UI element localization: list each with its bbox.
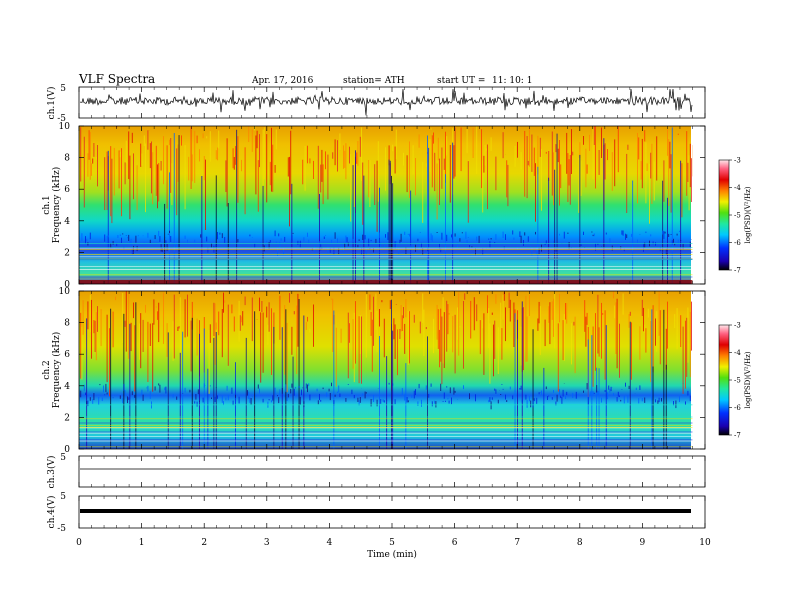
time-tick-label: 10 [699,538,711,548]
ch1-waveform-panel: 5 -5 ch.1(V) [46,84,706,124]
colorbar-tick-label: -7 [734,267,741,275]
time-tick-label: 2 [201,538,207,548]
ch1-frequency-ylabel: Frequency (kHz) [51,167,62,244]
ch3-waveform-panel: 5 ch.3(V) [46,453,706,489]
station-label: station= ATH [343,76,405,86]
colorbar-tick-label: -5 [734,212,741,220]
time-tick-label: 3 [264,538,270,548]
colorbar-tick-label: -4 [734,184,741,192]
time-tick-label: 6 [452,538,458,548]
freq-tick-label: 2 [64,413,70,423]
ch1-trace [79,88,693,116]
ch2-spectrogram-streaks [79,291,705,449]
ch4-waveform-ylabel: ch.4(V) [46,496,57,529]
ch2-frequency-ylabel: Frequency (kHz) [51,332,62,409]
time-tick-label: 5 [389,538,395,548]
ch4-waveform-panel: 5 -5 ch.4(V) [46,492,706,534]
ch1-freq-ticks: 0 2 4 6 8 10 [59,122,705,290]
time-tick-label: 8 [577,538,583,548]
time-tick-label: 9 [640,538,646,548]
ch2-freq-ticks: 0 2 4 6 8 10 [59,287,705,455]
ch1-colorbar: -3 -4 -5 -6 -7 log(PSD)(V²/Hz) [718,157,752,275]
ch2-colorbar-label: log(PSD)(V²/Hz) [744,351,752,408]
freq-tick-label: 2 [64,248,70,258]
freq-tick-label: 6 [64,350,70,360]
ch1-spectrogram-channel-label: ch.1 [42,195,52,214]
ch1-spectrogram-streaks [79,126,705,285]
freq-tick-label: 8 [64,319,70,329]
time-tick-label: 0 [76,538,82,548]
ch1-colorbar-label: log(PSD)(V²/Hz) [744,186,752,243]
freq-tick-label: 4 [64,382,70,392]
freq-tick-label: 0 [64,280,70,290]
colorbar-tick-label: -6 [734,404,741,412]
ch3-waveform-ylabel: ch.3(V) [46,456,57,489]
time-tick-label: 1 [139,538,145,548]
ch2-colorbar-ticks: -3 -4 -5 -6 -7 [729,322,741,440]
freq-tick-label: 10 [59,122,71,132]
ch1-ytick-bottom: -5 [57,114,66,124]
start-ut-label: start UT = [437,76,485,86]
freq-tick-label: 6 [64,185,70,195]
time-tick-label: 4 [327,538,333,548]
ch2-spectrogram-panel: 0 2 4 6 8 10 ch.2 Frequency (kHz) [42,287,706,455]
ch3-ytick-top: 5 [60,453,66,463]
freq-tick-label: 4 [64,217,70,227]
ch2-colorbar: -3 -4 -5 -6 -7 log(PSD)(V²/Hz) [718,322,752,440]
ch4-ytick-bottom: -5 [57,524,66,534]
ch2-spectrogram-channel-label: ch.2 [42,360,52,379]
ch1-waveform-ylabel: ch.1(V) [46,87,57,120]
time-axis-ticks: 0 1 2 3 4 5 6 7 8 9 10 [76,87,711,548]
freq-tick-label: 10 [59,287,71,297]
ch1-ytick-top: 5 [60,84,66,94]
colorbar-tick-label: -3 [734,322,741,330]
colorbar-tick-label: -6 [734,239,741,247]
ch4-ytick-top: 5 [60,492,66,502]
start-ut-value: 11: 10: 1 [492,76,532,86]
date-label: Apr. 17, 2016 [251,76,314,86]
colorbar-tick-label: -5 [734,377,741,385]
ch1-spectrogram-panel: 0 2 4 6 8 10 ch.1 Frequency (kHz) [42,122,706,290]
ch1-colorbar-ticks: -3 -4 -5 -6 -7 [729,157,741,275]
figure-title: VLF Spectra [78,72,155,86]
colorbar-tick-label: -4 [734,349,741,357]
colorbar-tick-label: -7 [734,432,741,440]
freq-tick-label: 0 [64,445,70,455]
time-tick-label: 7 [514,538,520,548]
freq-tick-label: 8 [64,154,70,164]
time-axis-label: Time (min) [367,549,417,560]
colorbar-tick-label: -3 [734,157,741,165]
